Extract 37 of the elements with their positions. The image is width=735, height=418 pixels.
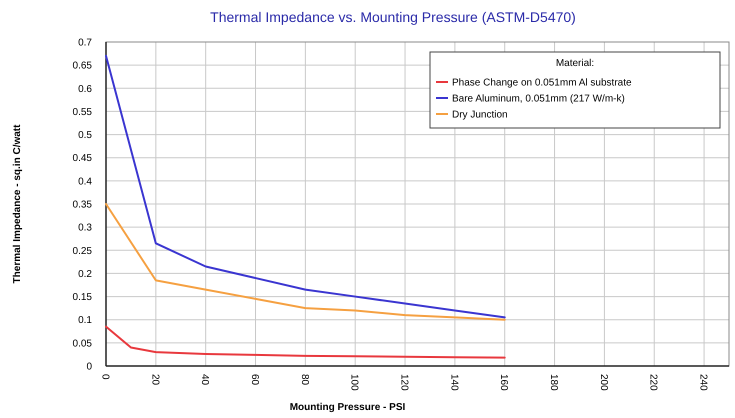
x-axis-title: Mounting Pressure - PSI <box>290 402 406 413</box>
legend-label: Dry Junction <box>452 110 508 120</box>
y-axis-title: Thermal Impedance - sq.in C/watt <box>12 124 23 284</box>
legend-title: Material: <box>556 58 594 69</box>
x-tick-label: 80 <box>298 374 310 386</box>
y-tick-label: 0.2 <box>78 268 92 280</box>
legend-label: Phase Change on 0.051mm Al substrate <box>452 78 632 88</box>
y-tick-label: 0.65 <box>72 60 92 72</box>
x-tick-label: 60 <box>249 374 260 386</box>
chart-title: Thermal Impedance vs. Mounting Pressure (ASTM-D5470) <box>210 9 576 25</box>
x-tick-label: 220 <box>648 374 659 392</box>
y-tick-label: 0.6 <box>78 84 92 95</box>
line-series <box>105 326 506 359</box>
x-tick-label: 100 <box>348 374 360 392</box>
y-tick-label: 0.1 <box>78 315 92 326</box>
y-tick-label: 0.5 <box>78 130 92 142</box>
x-tick-label: 180 <box>548 374 560 392</box>
y-tick-label: 0.25 <box>72 246 92 257</box>
y-tick-label: 0.55 <box>72 106 92 118</box>
y-tick-label: 0.35 <box>72 200 92 210</box>
x-tick-label: 20 <box>149 374 160 386</box>
x-tick-label: 200 <box>598 374 609 392</box>
legend-label: Bare Aluminum, 0.051mm (217 W/m-k) <box>452 94 625 104</box>
y-tick-label: 0.7 <box>78 38 92 48</box>
x-tick-label: 0 <box>100 374 110 380</box>
x-tick-label: 140 <box>448 374 460 392</box>
y-tick-label: 0.4 <box>78 176 92 188</box>
x-tick-label: 160 <box>498 374 510 392</box>
y-tick-label: 0 <box>86 362 92 372</box>
x-tick-label: 240 <box>698 374 709 392</box>
x-tick-label: 40 <box>199 374 210 386</box>
y-tick-label: 0.05 <box>72 338 92 350</box>
x-tick-label: 120 <box>398 374 410 392</box>
y-tick-label: 0.3 <box>78 222 92 234</box>
line-series <box>105 203 506 321</box>
y-tick-label: 0.45 <box>72 153 92 164</box>
y-tick-label: 0.15 <box>72 292 92 304</box>
